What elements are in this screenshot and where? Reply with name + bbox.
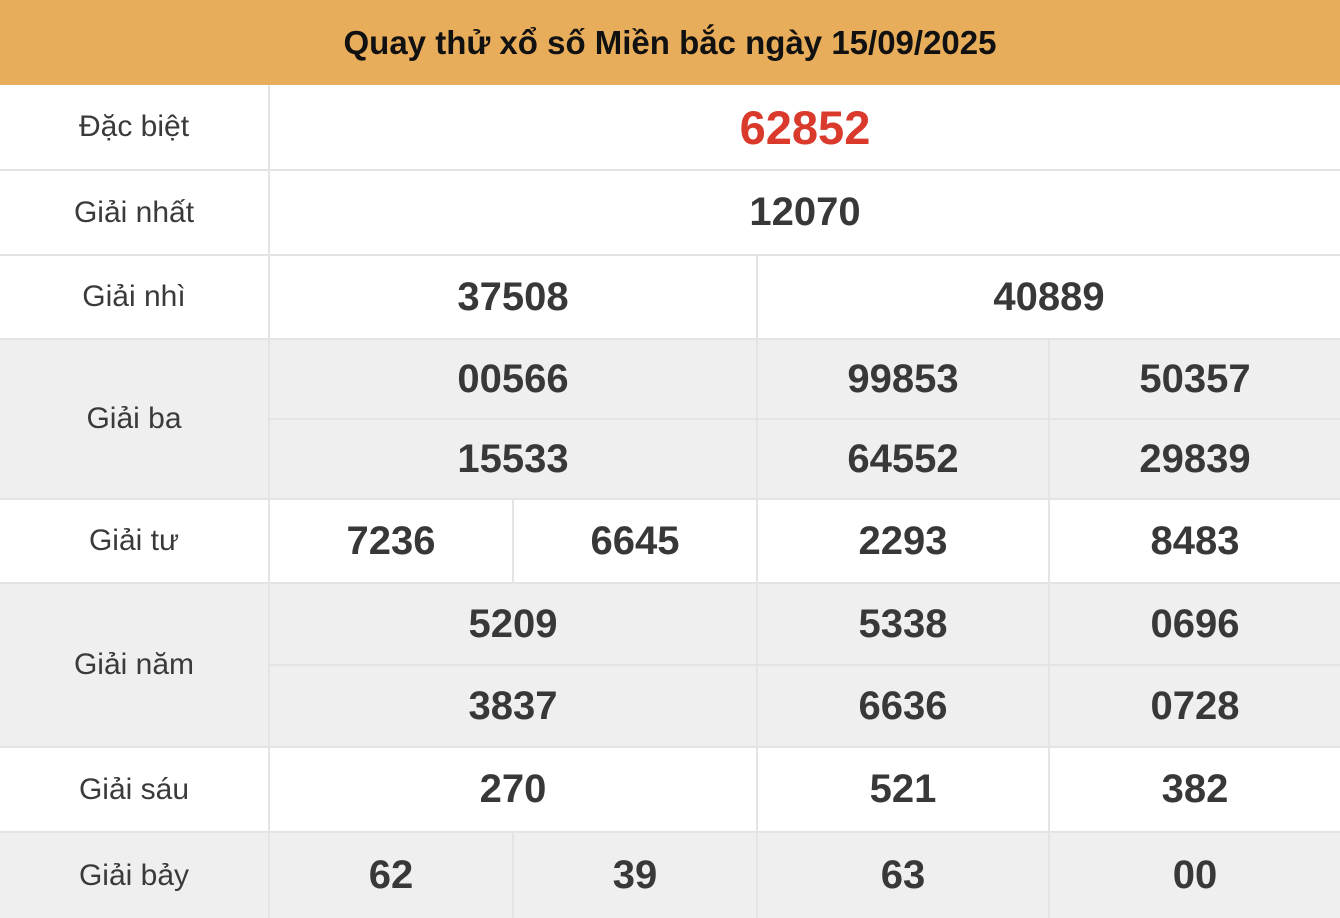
prize-value-giai-nam-4: 3837 [270,666,756,746]
prize-value-giai-ba-6: 29839 [1050,420,1340,498]
prize-value-giai-bay-2: 39 [514,833,756,918]
prize-value-giai-nam-2: 5338 [758,584,1048,664]
prize-value-giai-tu-1: 7236 [270,500,512,582]
prize-label-dac-biet: Đặc biệt [0,85,268,169]
table-title: Quay thử xổ số Miền bắc ngày 15/09/2025 [0,0,1340,85]
prize-value-dac-biet: 62852 [270,85,1340,169]
prize-value-giai-bay-3: 63 [758,833,1048,918]
prize-value-giai-ba-3: 50357 [1050,340,1340,418]
prize-label-giai-tu: Giải tư [0,500,268,582]
prize-label-giai-nam: Giải năm [0,584,268,746]
prize-value-giai-tu-3: 2293 [758,500,1048,582]
prize-value-giai-tu-2: 6645 [514,500,756,582]
prize-value-giai-nam-5: 6636 [758,666,1048,746]
prize-label-giai-nhat: Giải nhất [0,171,268,254]
prize-value-giai-bay-1: 62 [270,833,512,918]
prize-value-giai-ba-4: 15533 [270,420,756,498]
prize-value-giai-nhat: 12070 [270,171,1340,254]
prize-value-giai-sau-2: 521 [758,748,1048,831]
prize-label-giai-ba: Giải ba [0,340,268,498]
prize-value-giai-ba-2: 99853 [758,340,1048,418]
prize-value-giai-sau-1: 270 [270,748,756,831]
results-table: Đặc biệt 62852 Giải nhất 12070 Giải nhì … [0,85,1340,918]
prize-label-giai-sau: Giải sáu [0,748,268,831]
prize-value-giai-nhi-2: 40889 [758,256,1340,338]
prize-value-giai-ba-5: 64552 [758,420,1048,498]
prize-label-giai-nhi: Giải nhì [0,256,268,338]
prize-label-giai-bay: Giải bảy [0,833,268,918]
prize-value-giai-tu-4: 8483 [1050,500,1340,582]
prize-value-giai-nhi-1: 37508 [270,256,756,338]
prize-value-giai-nam-1: 5209 [270,584,756,664]
prize-value-giai-sau-3: 382 [1050,748,1340,831]
prize-value-giai-bay-4: 00 [1050,833,1340,918]
prize-value-giai-nam-3: 0696 [1050,584,1340,664]
prize-value-giai-nam-6: 0728 [1050,666,1340,746]
prize-value-giai-ba-1: 00566 [270,340,756,418]
